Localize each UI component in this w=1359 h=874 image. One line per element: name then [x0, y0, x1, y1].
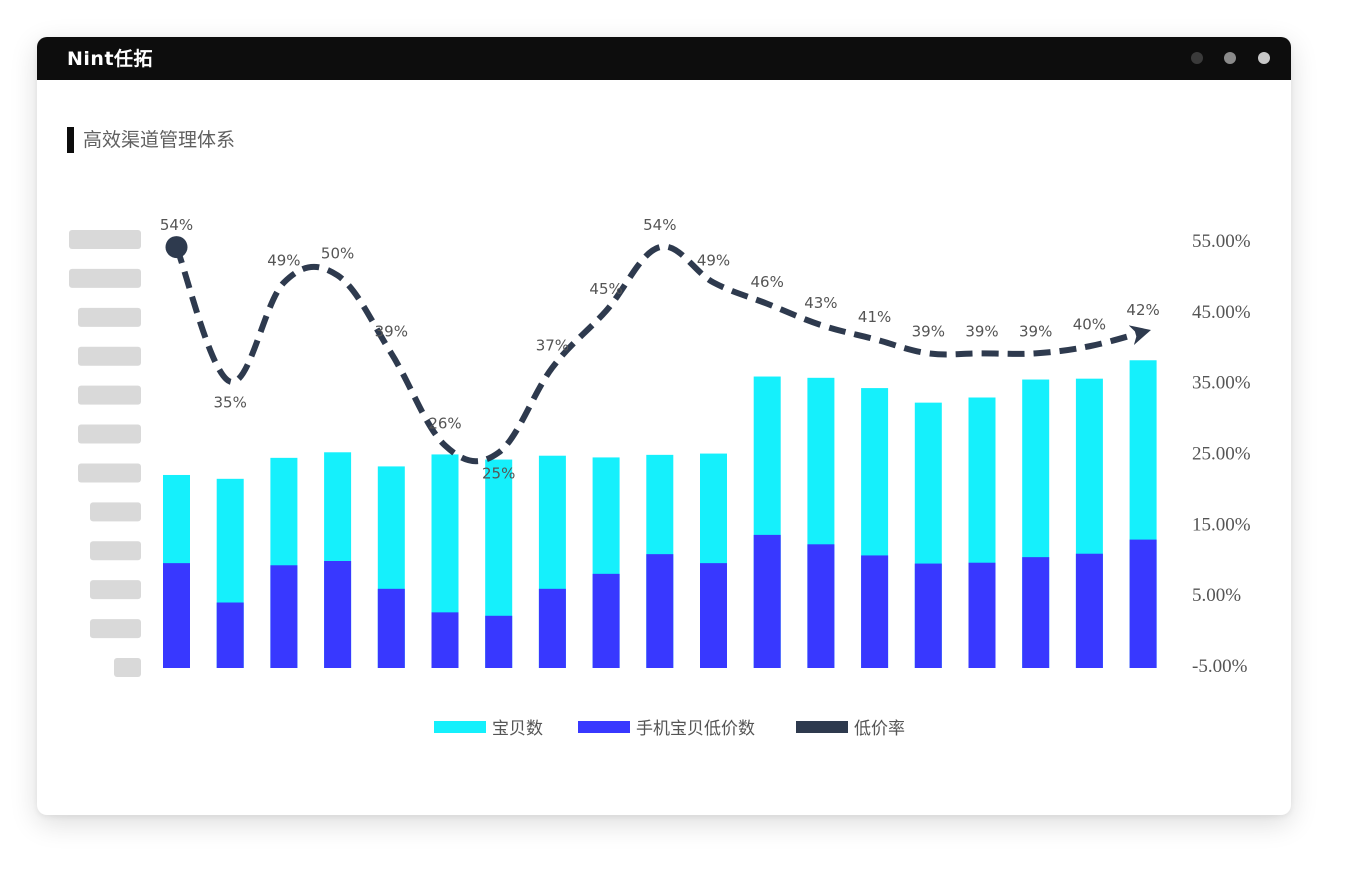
bar-lowprice — [377, 588, 405, 668]
left-tick-placeholder — [69, 268, 141, 288]
rate-data-label: 39% — [912, 322, 945, 340]
bar-lowprice — [538, 588, 566, 668]
bar-lowprice — [431, 612, 459, 668]
bar-lowprice — [861, 555, 889, 668]
section-heading: 高效渠道管理体系 — [83, 129, 236, 151]
rate-data-label: 26% — [428, 414, 461, 432]
rate-data-label: 50% — [321, 244, 354, 262]
bar-lowprice — [216, 602, 244, 668]
legend-label: 低价率 — [854, 719, 905, 739]
left-tick-placeholder — [78, 385, 141, 405]
rate-line-start-dot — [165, 236, 188, 259]
right-axis-tick-label: 5.00% — [1192, 585, 1241, 606]
bar-lowprice — [914, 563, 942, 668]
left-tick-placeholder — [114, 658, 141, 677]
rate-data-label: 39% — [965, 322, 998, 340]
rate-data-label: 25% — [482, 465, 515, 483]
left-tick-placeholder — [90, 580, 141, 600]
rate-data-label: 54% — [160, 216, 193, 234]
legend-label: 宝贝数 — [492, 719, 543, 739]
left-tick-placeholder — [78, 307, 141, 327]
bar-lowprice — [1022, 557, 1050, 668]
left-tick-placeholder — [90, 502, 141, 522]
bar-lowprice — [163, 563, 190, 668]
left-tick-placeholder — [69, 230, 141, 249]
chart-legend: 宝贝数 手机宝贝低价数 低价率 — [434, 719, 905, 739]
rate-line — [173, 243, 1151, 465]
bar-lowprice — [646, 554, 674, 668]
right-axis-tick-label: 15.00% — [1192, 514, 1251, 535]
bar-lowprice — [753, 534, 781, 668]
heading-accent-bar — [67, 127, 74, 153]
rate-data-label: 46% — [751, 273, 784, 291]
left-tick-placeholder — [78, 346, 141, 366]
line-layer — [165, 236, 1151, 465]
bar-lowprice — [968, 562, 996, 668]
legend-label: 手机宝贝低价数 — [636, 719, 755, 739]
window-dot-1[interactable] — [1191, 52, 1203, 64]
rate-data-label: 54% — [643, 216, 676, 234]
right-axis-tick-label: 55.00% — [1192, 231, 1251, 252]
rate-data-label: 42% — [1126, 301, 1159, 319]
rate-data-label: 45% — [589, 280, 622, 298]
bar-lowprice — [807, 544, 835, 668]
rate-data-label: 49% — [697, 252, 730, 270]
rate-data-label: 49% — [267, 252, 300, 270]
brand-logo: Nint任拓 — [67, 48, 154, 70]
bar-lowprice — [592, 573, 620, 668]
legend-swatch — [796, 721, 848, 733]
legend-swatch — [434, 721, 486, 733]
left-tick-placeholder — [90, 619, 141, 639]
bar-layer — [163, 360, 1157, 668]
bar-lowprice — [1075, 553, 1103, 668]
left-tick-placeholder — [78, 424, 141, 444]
left-axis-placeholders — [69, 230, 141, 677]
rate-data-label: 39% — [1019, 322, 1052, 340]
left-tick-placeholder — [78, 463, 141, 483]
bar-lowprice — [1129, 539, 1157, 668]
rate-data-label: 41% — [858, 308, 891, 326]
right-axis-tick-label: -5.00% — [1192, 656, 1248, 677]
bar-lowprice — [700, 563, 727, 668]
bar-lowprice — [485, 615, 513, 668]
line-data-labels: 54% 35% 49% 50% 39% 26% 25% 37% 45% 54% 49% 46% 43% 4… — [160, 216, 1160, 482]
left-tick-placeholder — [90, 541, 141, 561]
window-dot-2[interactable] — [1224, 52, 1236, 64]
bar-lowprice — [270, 565, 298, 668]
legend-swatch — [578, 721, 630, 733]
right-axis-tick-label: 25.00% — [1192, 444, 1251, 465]
bar-lowprice — [324, 561, 352, 668]
right-axis-ticks: 55.00% 45.00% 35.00% 25.00% 15.00% 5.00% -5.00… — [1192, 231, 1251, 677]
rate-data-label: 35% — [214, 394, 247, 412]
rate-data-label: 40% — [1073, 315, 1106, 333]
right-axis-tick-label: 35.00% — [1192, 373, 1251, 394]
window-dot-3[interactable] — [1258, 52, 1270, 64]
rate-data-label: 43% — [804, 294, 837, 312]
title-bar: Nint任拓 — [37, 37, 1291, 80]
rate-data-label: 37% — [536, 337, 569, 355]
rate-data-label: 39% — [375, 322, 408, 340]
right-axis-tick-label: 45.00% — [1192, 302, 1251, 323]
